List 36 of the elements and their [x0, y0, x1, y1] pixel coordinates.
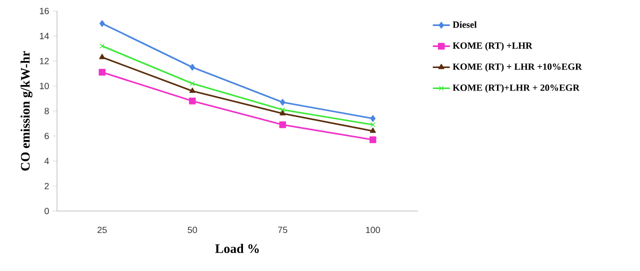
point — [99, 54, 106, 60]
point — [279, 121, 286, 128]
x-axis-title: Load % — [215, 244, 259, 254]
y-tick-label: 16 — [40, 8, 49, 14]
x-tick-label: 75 — [278, 226, 288, 234]
y-tick-label: 0 — [44, 208, 49, 214]
y-tick-label: 12 — [40, 58, 49, 64]
point — [190, 80, 195, 86]
y-tick-label: 14 — [40, 32, 49, 40]
legend-label: KOME (RT) + LHR +10%EGR — [452, 63, 582, 72]
line-series — [100, 43, 376, 128]
legend-label: Diesel — [452, 21, 477, 28]
x-tick-label: 25 — [98, 226, 107, 234]
point — [100, 43, 105, 49]
point — [370, 128, 376, 133]
point — [370, 122, 376, 128]
y-tick-label: 8 — [44, 108, 49, 114]
point — [370, 115, 376, 122]
point — [369, 136, 376, 144]
y-axis-title: CO emission g/kW-hr — [20, 51, 32, 171]
x-tick-label: 100 — [366, 226, 380, 234]
y-tick-label: 2 — [44, 182, 49, 190]
point — [190, 64, 196, 71]
x-tick-label: 50 — [188, 226, 198, 234]
point — [99, 20, 105, 27]
legend-label: KOME (RT) +LHR — [452, 42, 532, 51]
y-tick-label: 10 — [40, 82, 49, 90]
y-tick-label: 6 — [44, 132, 49, 140]
point — [188, 98, 196, 104]
legend-label: KOME (RT)+LHR + 20%EGR — [452, 84, 580, 93]
point — [280, 110, 286, 116]
point — [280, 98, 286, 106]
point — [98, 68, 106, 76]
y-tick-label: 4 — [44, 158, 49, 164]
point — [189, 88, 196, 93]
point — [280, 107, 286, 112]
